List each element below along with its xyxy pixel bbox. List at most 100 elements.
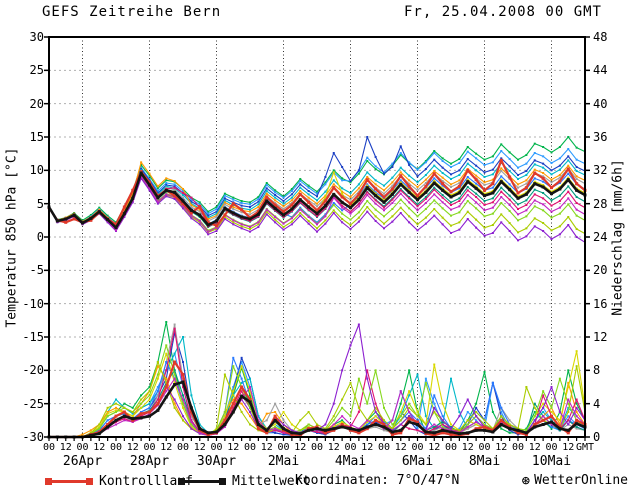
ensemble-temp-line-marker [89, 214, 92, 216]
hour-label: 00 [277, 442, 290, 453]
ensemble-temp-line-marker [240, 211, 243, 214]
ensemble-temp-line-marker [282, 226, 285, 228]
ensemble-temp-line-marker [508, 165, 511, 168]
ensemble-temp-line-marker [483, 234, 486, 237]
hour-label: 12 [361, 442, 374, 453]
hour-label: GMT [575, 442, 595, 453]
ensemble-temp-line-marker [249, 213, 251, 216]
hour-label: 12 [160, 442, 173, 453]
ensemble-precip-line-marker [274, 402, 277, 405]
ensemble-temp-line-marker [500, 150, 503, 152]
ensemble-temp-line-marker [198, 220, 201, 222]
ensemble-temp-line-marker [215, 214, 218, 217]
ensemble-temp-line-marker [223, 194, 226, 197]
date-label: 6Mai [401, 454, 434, 469]
control-precip-line-marker [240, 385, 244, 389]
ensemble-temp-line-marker [173, 180, 176, 182]
ensemble-precip-line-marker [475, 406, 478, 409]
ensemble-temp-line-marker [491, 168, 494, 171]
ensemble-temp-line-marker [223, 201, 226, 204]
ensemble-temp-line-marker [533, 177, 536, 180]
ensemble-precip-line-marker [433, 411, 436, 413]
control-precip-line-marker [541, 418, 545, 422]
ensemble-precip-line-marker [249, 386, 251, 388]
ensemble-precip-line-marker [357, 427, 360, 430]
wetteronline-icon: ⊛ [521, 472, 531, 489]
hour-label: 12 [528, 442, 541, 453]
legend: Kontrolllauf Mittelwert [0, 473, 634, 489]
precip-tick-label: 32 [593, 163, 608, 178]
ensemble-precip-line-marker [249, 411, 251, 413]
precip-tick-label: 44 [593, 63, 608, 78]
mean-precip-line-marker [424, 430, 428, 434]
ensemble-temp-line-marker [450, 178, 452, 180]
ensemble-temp-line-marker [290, 217, 293, 220]
ensemble-temp-line-marker [366, 136, 369, 138]
ensemble-precip-line-marker [349, 344, 352, 347]
ensemble-temp-line-marker [383, 199, 385, 202]
ensemble-precip-line-marker [466, 426, 469, 428]
ensemble-temp-line-marker [433, 214, 436, 217]
ensemble-temp-line-marker [207, 214, 210, 217]
ensemble-precip-line-marker [240, 361, 243, 363]
ensemble-temp-line-marker [324, 215, 327, 218]
ensemble-precip-line-marker [332, 423, 335, 426]
ensemble-temp-line-marker [223, 199, 226, 202]
ensemble-temp-line-marker [391, 202, 394, 204]
ensemble-temp-line-marker [198, 208, 201, 211]
precip-tick-label: 24 [593, 230, 608, 244]
ensemble-temp-line-marker [525, 174, 528, 176]
ensemble-temp-line-marker [274, 221, 277, 224]
ensemble-temp-line-marker [558, 194, 561, 197]
mean-temp-line-marker [390, 192, 394, 196]
ensemble-precip-line-marker [374, 402, 377, 405]
ensemble-temp-line-marker [240, 202, 243, 204]
ensemble-precip-line-marker [223, 426, 226, 428]
ensemble-temp-line-marker [517, 158, 519, 161]
ensemble-temp-line-marker [299, 190, 302, 192]
ensemble-temp-line-marker [450, 194, 452, 196]
ensemble-temp-line-marker [156, 202, 159, 205]
ensemble-precip-line-marker [290, 423, 293, 426]
mean-precip-line-marker [323, 428, 327, 432]
ensemble-temp-line-marker [542, 192, 545, 194]
ensemble-temp-line-marker [299, 212, 302, 214]
ensemble-temp-line-marker [550, 151, 553, 154]
ensemble-temp-line-marker [165, 179, 168, 182]
ensemble-precip-line-marker [182, 336, 184, 338]
hour-label: 00 [310, 442, 324, 453]
control-temp-line-marker [374, 187, 378, 191]
ensemble-temp-line-marker [475, 157, 478, 160]
ensemble-precip-line-marker [450, 427, 452, 430]
ensemble-precip-line-marker [223, 373, 226, 376]
ensemble-temp-line-marker [190, 216, 193, 218]
ensemble-temp-line-marker [408, 196, 411, 198]
mean-swatch-square-right [219, 477, 226, 485]
ensemble-precip-line-marker [567, 369, 570, 372]
ensemble-temp-line-marker [324, 213, 327, 216]
ensemble-precip-line-marker [491, 381, 494, 384]
ensemble-precip-line-marker [391, 423, 394, 426]
ensemble-precip-line-marker [416, 429, 419, 432]
control-temp-line-marker [122, 205, 126, 209]
ensemble-temp-line-marker [424, 198, 427, 200]
ensemble-temp-line-marker [408, 189, 411, 192]
ensemble-precip-line-marker [500, 406, 503, 409]
control-temp-line-marker [131, 188, 135, 192]
ensemble-temp-line-marker [558, 176, 561, 179]
legend-control-label: Kontrolllauf [99, 473, 193, 489]
ensemble-temp-line-marker [416, 186, 419, 188]
ensemble-temp-line-marker [307, 199, 310, 202]
ensemble-precip-line-marker [416, 419, 419, 422]
ensemble-precip-line-marker [542, 411, 545, 413]
ensemble-temp-line-marker [483, 176, 486, 178]
ensemble-precip-line-marker [466, 423, 469, 426]
control-temp-line-marker [215, 224, 218, 228]
ensemble-temp-line-marker [391, 181, 394, 184]
ensemble-temp-line-marker [558, 157, 561, 160]
ensemble-temp-line-marker [558, 146, 561, 148]
ensemble-temp-line-marker [249, 230, 251, 233]
ensemble-temp-line-marker [475, 174, 478, 177]
ensemble-temp-line-marker [240, 223, 243, 226]
ensemble-temp-line-marker [215, 206, 218, 208]
